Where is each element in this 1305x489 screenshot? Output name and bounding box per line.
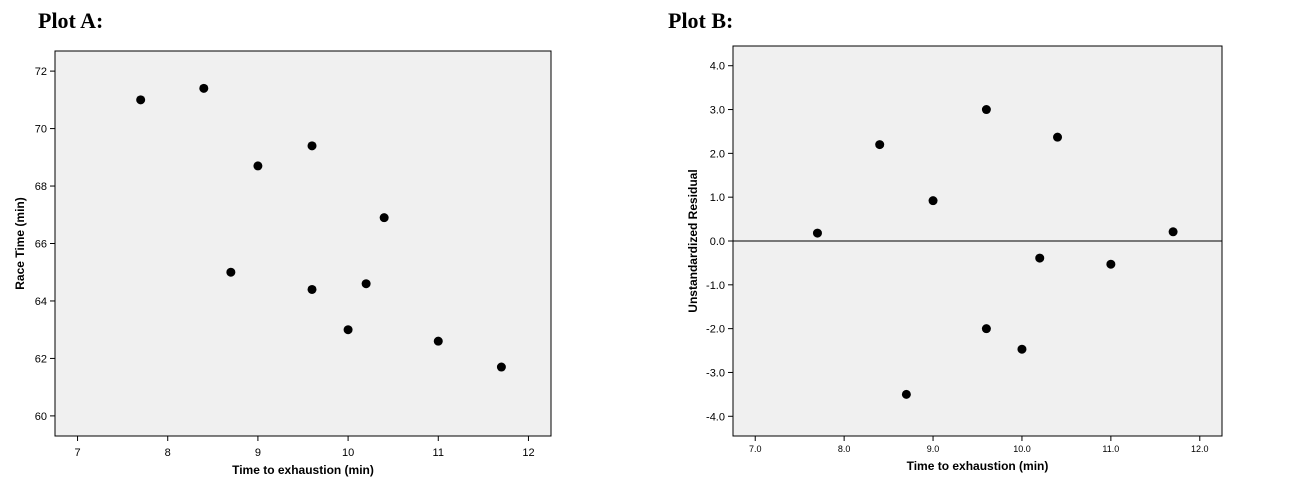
plot-b-title: Plot B: [668,8,734,33]
plot-a-y-tick-label: 60 [35,411,47,423]
plot-a-data-point [253,161,263,171]
plot-b-data-point [928,196,938,206]
plot-a-data-point [433,336,443,346]
plot-b-y-tick-label: 1.0 [710,192,725,204]
plot-a-data-point [496,362,506,372]
plot-b-x-tick-label: 9.0 [927,444,940,454]
plot-b-data-point [812,228,822,238]
plot-b-y-tick-label: 2.0 [710,148,725,160]
plot-a-data-point [136,95,146,105]
plot-b-x-tick-label: 12.0 [1191,444,1209,454]
plot-b-data-point [1053,132,1063,142]
plot-a-x-tick-label: 9 [255,447,261,459]
plot-b-x-tick-label: 7.0 [749,444,762,454]
plot-b-data-point [901,389,911,399]
plot-b-x-axis-label: Time to exhaustion (min) [907,459,1049,473]
plot-a-y-axis-label: Race Time (min) [13,197,27,289]
plot-a-y-tick-label: 64 [35,296,47,308]
plot-b-data-point [1106,259,1116,269]
plot-a-data-point [379,213,389,223]
plot-a-y-tick-label: 68 [35,181,47,193]
plot-b-data-point [1035,253,1045,263]
plot-a-data-point [307,284,317,294]
plot-b-y-tick-label: 4.0 [710,61,725,73]
plot-a-x-tick-label: 12 [522,447,534,459]
plot-b-y-tick-label: -3.0 [706,367,725,379]
plot-b-y-tick-label: -1.0 [706,280,725,292]
plot-a-x-tick-label: 11 [433,447,444,459]
plot-b-x-tick-label: 10.0 [1013,444,1031,454]
plot-b-y-tick-label: 0.0 [710,236,725,248]
plot-b-x-tick-label: 8.0 [838,444,851,454]
plot-a-group: 7 8 9 10 11 12 60 62 64 66 68 70 72 Time to exhaustio… [13,50,552,477]
plot-a-x-tick-label: 10 [342,447,354,459]
plot-a-x-tick-label: 7 [74,447,80,459]
plot-a-x-tick-label: 8 [165,447,171,459]
plot-b-y-tick-label: 3.0 [710,105,725,117]
plot-a-y-tick-label: 72 [35,66,47,78]
plot-a-title: Plot A: [38,8,104,33]
plot-a-data-point [226,267,236,277]
plot-b-data-point [981,105,991,115]
plot-b-data-point [875,140,885,150]
plot-b-y-tick-label: -2.0 [706,324,725,336]
plot-b-data-point [1168,227,1178,237]
plot-b-group: 7.0 8.0 9.0 10.0 11.0 12.0 -4.0 -3.0 -2.0 -1.0 0.0… [686,45,1223,473]
plot-a-data-point [361,279,371,289]
plot-a-data-point [199,83,209,93]
plot-b-y-axis-label: Unstandardized Residual [686,169,700,312]
plot-a-data-point [343,325,353,335]
plot-a-plot-area [54,50,552,437]
plot-a-y-tick-label: 62 [35,353,47,365]
plot-b-data-point [981,324,991,334]
plot-b-y-tick-label: -4.0 [706,411,725,423]
plot-b-data-point [1017,344,1027,354]
plot-a-y-tick-label: 66 [35,239,47,251]
plot-a-data-point [307,141,317,151]
plot-a-x-axis-label: Time to exhaustion (min) [232,463,374,477]
plot-b-x-tick-label: 11.0 [1102,444,1119,454]
plot-a-y-tick-label: 70 [35,124,47,136]
